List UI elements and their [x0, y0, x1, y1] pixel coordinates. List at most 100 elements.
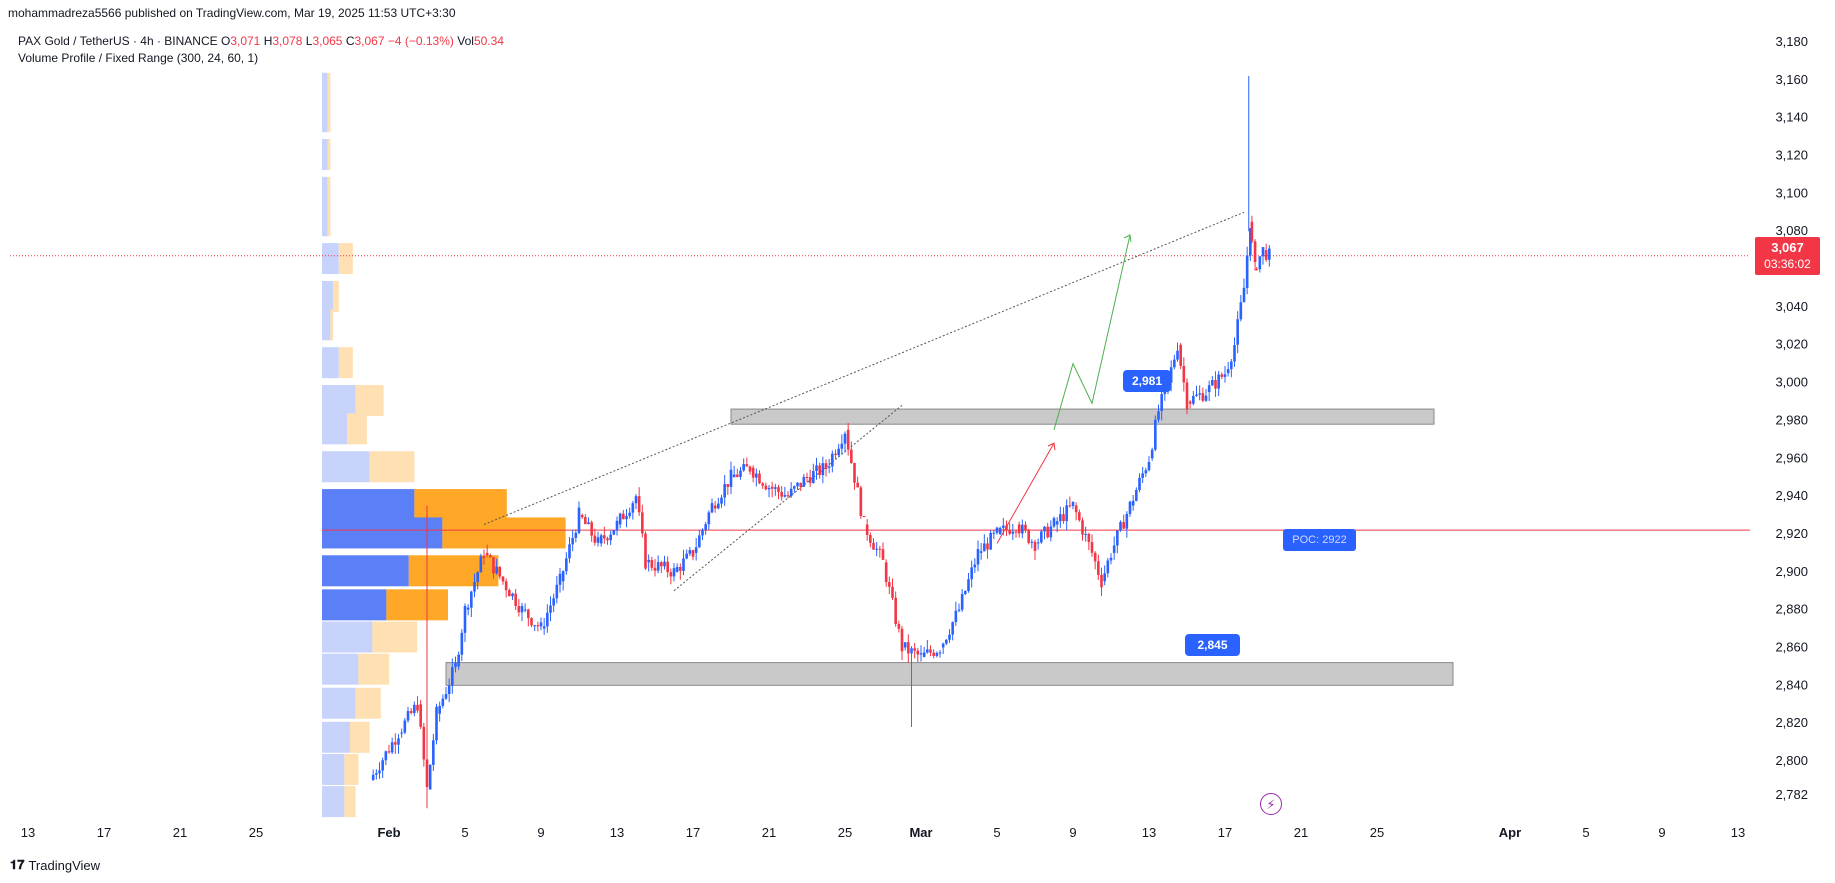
candle-body [1033, 541, 1037, 551]
candle-body [948, 634, 951, 640]
volume-profile-up-bar [322, 555, 409, 587]
candle-body [1024, 524, 1027, 530]
candle-body [590, 522, 593, 536]
candle-body [846, 429, 850, 450]
candle-body [1154, 419, 1157, 450]
x-tick-label: 25 [249, 825, 263, 840]
candle-body [1068, 505, 1072, 507]
volume-profile-down-bar [333, 280, 339, 312]
candle-body [508, 590, 511, 597]
candle-body [1138, 477, 1141, 490]
candle-body [957, 609, 961, 611]
open-label: O [220, 34, 231, 48]
candle-body [789, 488, 793, 497]
candle-body [390, 742, 394, 753]
candle-body [1017, 524, 1021, 534]
candle-body [967, 579, 970, 591]
candle-body [1021, 524, 1024, 534]
open-value: 3,071 [230, 34, 261, 48]
candle-body [1245, 255, 1249, 288]
candle-body [1084, 533, 1087, 535]
candle-body [669, 572, 673, 577]
candle-body [422, 726, 426, 760]
volume-profile-up-bar [322, 451, 370, 483]
poc-label: POC: 2922 [1283, 529, 1356, 551]
candle-body [701, 529, 704, 536]
lightning-icon[interactable]: ⚡ [1260, 793, 1282, 815]
upper-level-label[interactable]: 2,981 [1123, 370, 1171, 392]
candle-body [808, 477, 812, 483]
candle-body [831, 453, 834, 467]
candle-body [903, 642, 907, 648]
candle-body [717, 503, 720, 509]
candle-body [647, 559, 650, 563]
candle-body [463, 606, 467, 633]
candle-body [793, 486, 796, 489]
last-price-value: 3,067 [1771, 240, 1804, 255]
candle-body [584, 517, 587, 525]
candle-body [707, 512, 711, 525]
candle-body [929, 649, 932, 653]
support-resistance-zone [445, 662, 1454, 686]
candle-body [1040, 531, 1043, 543]
candle-body [767, 487, 771, 490]
x-tick-label: 13 [21, 825, 35, 840]
volume-profile-down-bar [344, 786, 356, 818]
candle-body [729, 469, 733, 487]
candle-body [609, 534, 612, 541]
candle-body [960, 593, 964, 610]
x-tick-label: 17 [97, 825, 111, 840]
candle-body [907, 642, 910, 654]
candle-body [1173, 359, 1176, 368]
candle-body [1176, 350, 1179, 360]
candle-body [979, 551, 983, 553]
candle-body [1112, 545, 1116, 553]
symbol-description[interactable]: PAX Gold / TetherUS · 4h · BINANCE [18, 34, 218, 48]
candle-body [495, 566, 498, 574]
candle-body [891, 586, 894, 598]
candle-body [1100, 574, 1103, 588]
candle-body [850, 449, 853, 463]
candle-body [1065, 505, 1068, 522]
candle-body [710, 503, 714, 513]
candle-body [1169, 367, 1173, 383]
published-by-line: mohammadreza5566 published on TradingVie… [8, 6, 456, 20]
candle-body [805, 476, 809, 478]
chart-legend: PAX Gold / TetherUS · 4h · BINANCE O3,07… [18, 33, 504, 67]
candle-body [720, 497, 723, 504]
candle-body [983, 543, 986, 552]
candle-body [1217, 374, 1220, 389]
candle-body [511, 593, 514, 597]
candle-body [913, 648, 916, 651]
y-tick-label: 3,160 [1775, 72, 1808, 87]
candle-body [1258, 256, 1262, 270]
candle-body [1223, 374, 1227, 377]
candle-body [625, 515, 628, 520]
candle-body [1160, 394, 1163, 411]
candle-body [688, 550, 692, 554]
candle-body [1030, 541, 1034, 543]
candle-body [1043, 526, 1046, 532]
candle-body [739, 470, 742, 477]
candle-body [378, 770, 381, 774]
candle-body [1201, 393, 1205, 401]
candle-body [1103, 573, 1106, 582]
candle-body [1122, 522, 1125, 529]
candle-body [606, 538, 609, 541]
volume-profile-down-bar [330, 309, 334, 341]
candle-body [878, 548, 882, 550]
y-tick-label: 2,960 [1775, 450, 1808, 465]
candle-body [419, 704, 422, 727]
indicator-title[interactable]: Volume Profile / Fixed Range (300, 24, 6… [18, 51, 259, 65]
candle-body [1220, 374, 1224, 377]
lower-level-label[interactable]: 2,845 [1185, 634, 1240, 656]
candle-body [489, 555, 492, 558]
volume-profile-down-bar [442, 517, 566, 549]
candle-body [926, 649, 929, 653]
candle-body [460, 632, 464, 655]
y-tick-label: 2,782 [1775, 787, 1808, 802]
candle-body [432, 740, 435, 765]
candle-body [1253, 241, 1257, 263]
candle-body [473, 581, 476, 592]
